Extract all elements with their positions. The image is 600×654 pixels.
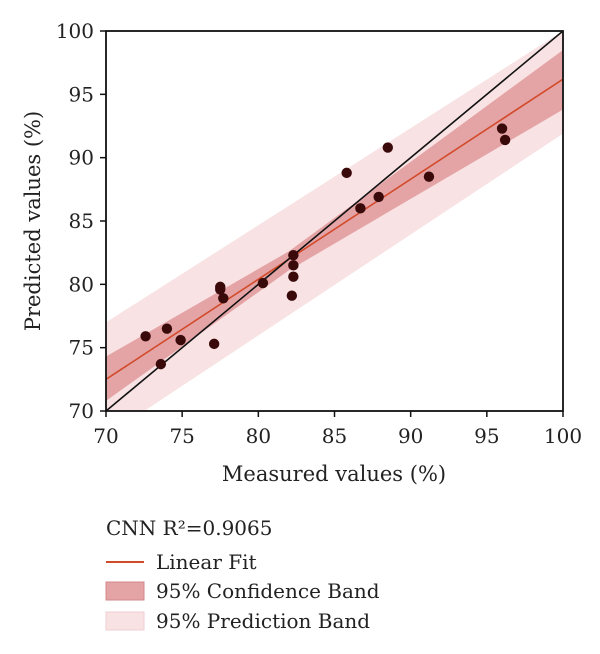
data-point-15 bbox=[355, 203, 366, 214]
x-tick-label-70: 70 bbox=[93, 424, 118, 448]
x-axis: 70 75 80 85 90 95 100 bbox=[93, 411, 582, 448]
x-tick-label-80: 80 bbox=[246, 424, 271, 448]
data-point-16 bbox=[373, 191, 384, 203]
data-point-4 bbox=[175, 334, 186, 346]
y-axis: 70 75 80 85 90 95 100 bbox=[56, 19, 106, 423]
data-point-13 bbox=[288, 250, 299, 261]
plot-area bbox=[106, 31, 563, 411]
y-axis-label: Predicted values (%) bbox=[21, 111, 45, 331]
linear-fit-line bbox=[106, 78, 563, 381]
data-point-7 bbox=[215, 281, 226, 293]
data-point-8 bbox=[218, 293, 229, 304]
legend: CNN R²=0.9065 Linear Fit 95% Confidence … bbox=[105, 516, 380, 633]
legend-entry-confidence-band: 95% Confidence Band bbox=[156, 579, 380, 603]
confidence-band bbox=[106, 50, 563, 401]
data-point-9 bbox=[257, 277, 269, 289]
data-point-1 bbox=[140, 331, 151, 342]
data-point-17 bbox=[382, 142, 394, 153]
data-point-5 bbox=[208, 338, 220, 350]
legend-swatch-prediction-band bbox=[105, 611, 145, 631]
y-tick-label-100: 100 bbox=[56, 19, 94, 43]
data-points bbox=[140, 123, 511, 370]
y-tick-label-80: 80 bbox=[69, 272, 94, 296]
y-tick-label-70: 70 bbox=[69, 399, 94, 423]
legend-entry-prediction-band: 95% Prediction Band bbox=[156, 609, 370, 633]
x-tick-label-95: 95 bbox=[474, 424, 499, 448]
data-point-3 bbox=[161, 323, 173, 334]
y-tick-label-85: 85 bbox=[69, 209, 94, 233]
data-point-2 bbox=[155, 358, 167, 370]
x-tick-label-85: 85 bbox=[322, 424, 347, 448]
x-tick-label-75: 75 bbox=[169, 424, 194, 448]
data-point-19 bbox=[496, 123, 508, 134]
legend-entry-linear-fit: Linear Fit bbox=[156, 550, 257, 574]
x-axis-label: Measured values (%) bbox=[222, 462, 446, 486]
data-point-11 bbox=[288, 271, 299, 282]
x-tick-label-90: 90 bbox=[398, 424, 423, 448]
legend-title: CNN R²=0.9065 bbox=[106, 516, 272, 540]
data-point-10 bbox=[286, 290, 298, 301]
legend-swatch-confidence-band bbox=[105, 581, 145, 601]
data-point-14 bbox=[341, 167, 352, 179]
data-point-20 bbox=[499, 134, 511, 146]
data-point-12 bbox=[288, 260, 299, 271]
y-tick-label-95: 95 bbox=[69, 82, 94, 106]
x-tick-label-100: 100 bbox=[544, 424, 582, 448]
y-tick-label-90: 90 bbox=[69, 146, 94, 170]
data-point-18 bbox=[423, 171, 435, 182]
identity-line bbox=[106, 31, 563, 411]
y-tick-label-75: 75 bbox=[69, 336, 94, 360]
